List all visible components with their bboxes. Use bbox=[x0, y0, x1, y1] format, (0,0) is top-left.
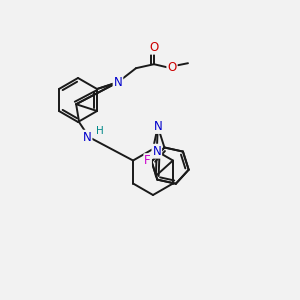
Text: N: N bbox=[153, 120, 162, 133]
Text: O: O bbox=[167, 61, 177, 74]
Text: N: N bbox=[114, 76, 122, 89]
Text: N: N bbox=[83, 131, 92, 144]
Text: N: N bbox=[152, 145, 161, 158]
Text: O: O bbox=[149, 41, 159, 54]
Text: H: H bbox=[96, 126, 104, 136]
Text: F: F bbox=[144, 154, 151, 167]
